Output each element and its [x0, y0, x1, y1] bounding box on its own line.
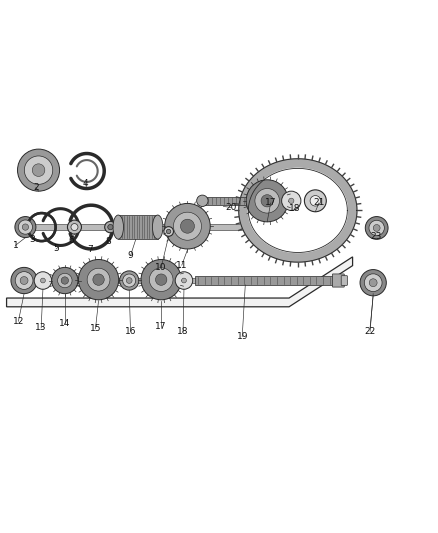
Ellipse shape	[141, 260, 181, 300]
Ellipse shape	[40, 278, 46, 283]
Ellipse shape	[78, 260, 119, 300]
Ellipse shape	[22, 224, 28, 230]
Ellipse shape	[180, 219, 194, 233]
Ellipse shape	[197, 195, 208, 206]
Text: 18: 18	[177, 327, 189, 336]
Text: 19: 19	[237, 332, 248, 341]
FancyBboxPatch shape	[341, 276, 347, 285]
Ellipse shape	[310, 196, 321, 206]
Ellipse shape	[261, 195, 273, 207]
FancyBboxPatch shape	[332, 274, 344, 287]
Text: 13: 13	[35, 324, 47, 332]
Ellipse shape	[32, 164, 45, 176]
Ellipse shape	[173, 212, 201, 240]
Ellipse shape	[149, 268, 173, 292]
Ellipse shape	[11, 268, 37, 294]
Polygon shape	[44, 278, 342, 283]
Ellipse shape	[34, 272, 52, 289]
Ellipse shape	[369, 220, 385, 236]
Text: 9: 9	[127, 251, 134, 260]
Text: 23: 23	[370, 232, 381, 241]
Ellipse shape	[15, 272, 33, 289]
Text: 7: 7	[87, 245, 93, 254]
Ellipse shape	[57, 273, 72, 288]
Text: 14: 14	[59, 319, 71, 328]
Text: 18: 18	[289, 204, 300, 213]
Ellipse shape	[123, 274, 136, 287]
Ellipse shape	[164, 227, 173, 236]
Text: 17: 17	[155, 322, 167, 332]
Text: 12: 12	[13, 317, 24, 326]
Ellipse shape	[18, 220, 32, 234]
Ellipse shape	[289, 198, 294, 204]
Text: 5: 5	[53, 245, 59, 254]
Ellipse shape	[364, 274, 382, 292]
Ellipse shape	[71, 223, 78, 231]
Text: 11: 11	[176, 261, 187, 270]
Text: 17: 17	[265, 198, 276, 207]
Text: 16: 16	[125, 327, 136, 336]
Ellipse shape	[126, 278, 132, 284]
Text: 20: 20	[226, 203, 237, 212]
Ellipse shape	[61, 277, 68, 284]
Ellipse shape	[304, 190, 326, 212]
Ellipse shape	[87, 268, 110, 291]
Ellipse shape	[52, 268, 78, 294]
Ellipse shape	[108, 224, 113, 230]
Text: 10: 10	[155, 263, 167, 272]
Ellipse shape	[152, 215, 163, 239]
Text: 15: 15	[90, 324, 101, 333]
Ellipse shape	[120, 271, 139, 290]
Text: 2: 2	[33, 183, 39, 192]
Text: 8: 8	[106, 237, 112, 246]
Ellipse shape	[175, 272, 193, 289]
Ellipse shape	[255, 189, 279, 213]
Ellipse shape	[373, 224, 380, 231]
Ellipse shape	[365, 216, 388, 239]
Ellipse shape	[25, 156, 53, 184]
Ellipse shape	[246, 180, 288, 222]
Ellipse shape	[15, 216, 36, 238]
Polygon shape	[202, 197, 250, 205]
Polygon shape	[7, 257, 353, 307]
Ellipse shape	[166, 229, 171, 233]
Ellipse shape	[93, 274, 104, 285]
Ellipse shape	[282, 191, 301, 211]
Ellipse shape	[165, 204, 210, 249]
Ellipse shape	[105, 221, 116, 233]
Text: 3: 3	[29, 235, 35, 244]
Ellipse shape	[20, 277, 28, 285]
Text: 22: 22	[364, 327, 376, 336]
Ellipse shape	[113, 215, 124, 239]
Polygon shape	[248, 168, 347, 253]
Text: 21: 21	[313, 198, 325, 207]
Polygon shape	[239, 159, 357, 262]
Ellipse shape	[18, 149, 60, 191]
Ellipse shape	[181, 278, 186, 283]
Ellipse shape	[67, 220, 81, 234]
Ellipse shape	[155, 274, 167, 285]
Polygon shape	[118, 215, 158, 239]
Text: 6: 6	[68, 236, 74, 245]
Polygon shape	[26, 224, 272, 230]
Text: 1: 1	[12, 241, 18, 250]
Text: 4: 4	[83, 179, 88, 188]
Polygon shape	[195, 276, 339, 285]
Ellipse shape	[360, 270, 386, 296]
Ellipse shape	[369, 279, 377, 287]
